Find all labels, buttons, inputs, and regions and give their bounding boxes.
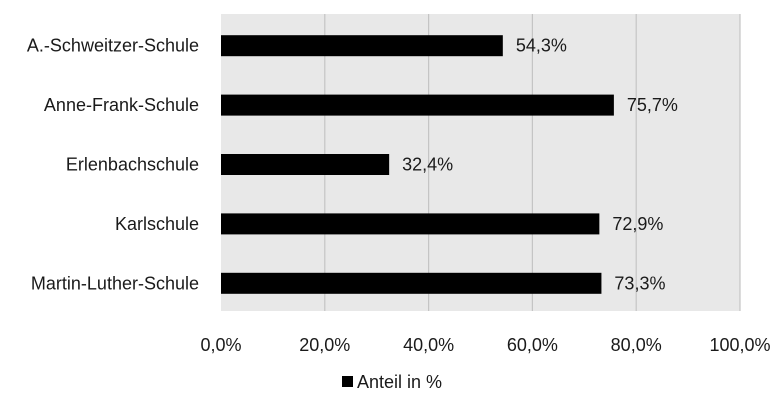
x-tick-label: 0,0% <box>200 335 241 355</box>
category-label: Erlenbachschule <box>66 155 199 175</box>
bars <box>221 35 614 294</box>
gridlines <box>324 14 741 311</box>
bar-value-label: 54,3% <box>516 36 567 56</box>
bar-value-label: 32,4% <box>402 155 453 175</box>
category-label: Karlschule <box>115 214 199 234</box>
bar-value-label: 75,7% <box>627 95 678 115</box>
category-label: Martin-Luther-Schule <box>31 273 199 293</box>
bar <box>221 94 614 116</box>
x-axis-tick-labels: 0,0% 20,0% 40,0% 60,0% 80,0% 100,0% <box>200 335 770 355</box>
x-tick-label: 20,0% <box>299 335 350 355</box>
x-tick-label: 40,0% <box>403 335 454 355</box>
bar-value-label: 73,3% <box>614 273 665 293</box>
x-tick-label: 60,0% <box>507 335 558 355</box>
legend: Anteil in % <box>342 372 442 392</box>
category-labels: A.-Schweitzer-Schule Anne-Frank-Schule Erl… <box>27 36 199 294</box>
bar-value-label: 72,9% <box>612 214 663 234</box>
category-label: Anne-Frank-Schule <box>44 95 199 115</box>
bar <box>221 272 602 294</box>
bar <box>221 35 503 57</box>
x-tick-label: 80,0% <box>611 335 662 355</box>
category-label: A.-Schweitzer-Schule <box>27 36 199 56</box>
value-labels: 54,3% 75,7% 32,4% 72,9% 73,3% <box>402 36 678 294</box>
x-tick-label: 100,0% <box>709 335 770 355</box>
legend-swatch <box>342 376 353 387</box>
bar <box>221 213 600 235</box>
legend-label: Anteil in % <box>357 372 442 392</box>
bar <box>221 154 390 175</box>
